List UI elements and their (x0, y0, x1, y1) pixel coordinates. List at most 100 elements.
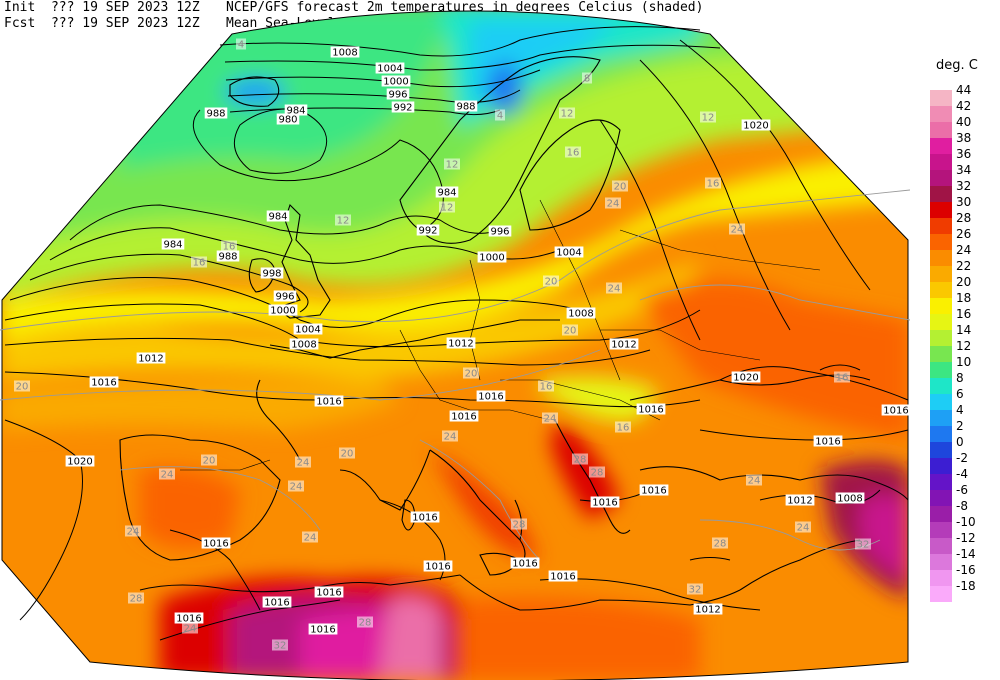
legend-entry: 28 (930, 212, 1000, 234)
temperature-label: 32 (689, 585, 702, 596)
temperature-label: 20 (341, 449, 354, 460)
legend-entry: -6 (930, 484, 1000, 506)
legend-label: 26 (956, 227, 972, 241)
temperature-label-background (125, 525, 141, 537)
temperature-label: 28 (130, 594, 143, 605)
temperature-label-background (612, 180, 628, 192)
temperature-label-background (444, 158, 460, 170)
temperature-label-background (712, 537, 728, 549)
legend-label: 18 (956, 291, 972, 305)
legend-entry: -2 (930, 452, 1000, 474)
legend-entry: 44 (930, 84, 1000, 106)
isobar-label-background (835, 492, 865, 504)
isobar-label-background (161, 238, 185, 250)
temperature-label: 12 (702, 113, 715, 124)
temperature-label: 32 (274, 641, 287, 652)
temperature-label-background (14, 380, 30, 392)
isobar-label: 1000 (270, 306, 295, 317)
temperature-label: 24 (444, 432, 457, 443)
isobar-label-background (386, 88, 410, 100)
init-time: ??? 19 SEP 2023 12Z (50, 0, 200, 15)
temperature-label: 12 (441, 203, 454, 214)
temperature-label: 8 (584, 74, 590, 85)
isobar-label-background (510, 557, 540, 569)
legend-entry: -4 (930, 468, 1000, 490)
isobar-label: 1012 (138, 354, 163, 365)
legend-label: 8 (956, 371, 964, 385)
isobar-label: 1016 (883, 406, 908, 417)
temperature-label: 16 (707, 179, 720, 190)
temperature-label: 4 (497, 111, 503, 122)
isobar-label: 1016 (310, 625, 335, 636)
legend-label: 44 (956, 83, 972, 97)
isobar-label: 980 (278, 115, 297, 126)
legend-label: 0 (956, 435, 964, 449)
temperature-label-background (589, 466, 605, 478)
isobar-label-background (477, 251, 507, 263)
isobar-label: 996 (490, 227, 509, 238)
temperature-label-background (339, 447, 355, 459)
legend-swatch (930, 410, 952, 426)
legend-swatch (930, 90, 952, 106)
temperature-label-background (128, 592, 144, 604)
legend-label: 20 (956, 275, 972, 289)
temperature-label: 24 (607, 199, 620, 210)
temperature-label: 24 (304, 533, 317, 544)
isobar-label: 1016 (412, 513, 437, 524)
temperature-label: 16 (567, 148, 580, 159)
isobar-label: 1016 (451, 412, 476, 423)
temperature-label-background (221, 240, 237, 252)
legend-label: 12 (956, 339, 972, 353)
isobar-label: 984 (437, 188, 456, 199)
isobar-label-background (276, 113, 300, 125)
isobar-label-background (449, 410, 479, 422)
legend-entry: 34 (930, 164, 1000, 186)
isobar-label-background (284, 104, 308, 116)
isobar-label: 1016 (512, 559, 537, 570)
temperature-label: 16 (193, 258, 206, 269)
isobar-label: 1008 (837, 494, 862, 505)
legend-swatch (930, 474, 952, 490)
temperature-label: 12 (561, 109, 574, 120)
isobar-label-background (308, 623, 338, 635)
legend-label: 10 (956, 355, 972, 369)
isobar-label-background (293, 323, 323, 335)
isobar-label-background (554, 246, 584, 258)
legend-entry: 6 (930, 388, 1000, 410)
isobars (4, 26, 909, 641)
legend-swatch (930, 554, 952, 570)
isobar-label-background (416, 224, 440, 236)
temperature-label: 16 (223, 242, 236, 253)
legend-entry: 20 (930, 276, 1000, 298)
isobar-label-background (391, 101, 415, 113)
legend-title: deg. C (936, 58, 978, 73)
legend-label: -10 (956, 515, 976, 529)
isobar-label-background (375, 62, 405, 74)
isobar-label: 988 (206, 109, 225, 120)
isobar-label-background (174, 612, 204, 624)
isobar-label: 1016 (91, 378, 116, 389)
isobar-label: 1004 (295, 325, 320, 336)
isobar-label-background (446, 337, 476, 349)
isobar-label-background (609, 338, 639, 350)
legend-label: 6 (956, 387, 964, 401)
temperature-label-background (615, 421, 631, 433)
isobar-label-background (136, 352, 166, 364)
temperature-label: 24 (127, 527, 140, 538)
legend-label: 16 (956, 307, 972, 321)
isobar-label: 1004 (556, 248, 581, 259)
temperature-label-background (463, 367, 479, 379)
temperature-label-background (855, 538, 871, 550)
temperature-label: 4 (238, 40, 244, 51)
isobar-label: 1008 (568, 309, 593, 320)
isobar-label: 1016 (203, 539, 228, 550)
isobar-label: 1012 (787, 496, 812, 507)
legend-entry: 2 (930, 420, 1000, 442)
legend-entry: 22 (930, 260, 1000, 282)
legend-swatch (930, 490, 952, 506)
legend-label: -16 (956, 563, 976, 577)
temperature-label-background (236, 38, 246, 50)
legend-entry: 38 (930, 132, 1000, 154)
temperature-label-background (565, 146, 581, 158)
temperature-label-background (582, 72, 592, 84)
